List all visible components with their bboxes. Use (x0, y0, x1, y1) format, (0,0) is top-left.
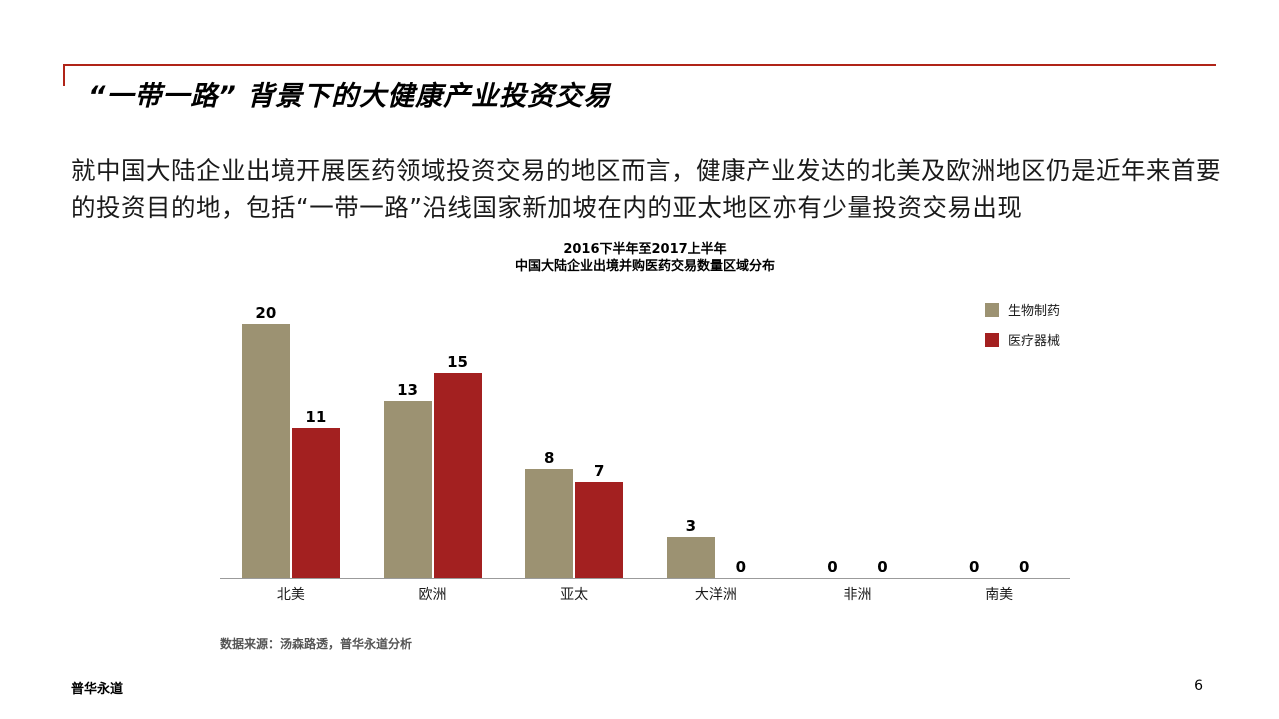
bar-value-label: 3 (685, 517, 697, 536)
bar-value-label: 15 (447, 353, 468, 372)
bar-wrap: 3 (666, 305, 715, 578)
bar-value-label: 11 (305, 407, 327, 426)
chart-legend: 生物制药 医疗器械 (985, 300, 1060, 349)
bar-wrap: 0 (717, 305, 765, 578)
bar-pair: 20 11 (241, 304, 340, 578)
bar-value-label: 0 (968, 558, 980, 576)
legend-label-devices: 医疗器械 (1008, 334, 1061, 349)
footer-brand: 普华永道 (71, 682, 124, 697)
bar-wrap: 0 (1000, 305, 1048, 578)
bar-value-label: 0 (735, 558, 747, 576)
bar-value-label: 0 (1018, 558, 1030, 576)
legend-swatch-devices (985, 332, 999, 347)
bar-wrap: 0 (809, 305, 857, 578)
bar-series-1 (241, 324, 290, 578)
bar-series-2 (291, 427, 340, 578)
slide-title: “一带一路” 背景下的大健康产业投资交易 (88, 81, 612, 112)
bar-chart-plot: 20 11 北美 13 15 欧洲 8 7 亚太 3 0 大洋洲 0 0 非洲 0 0 南美 (220, 304, 1070, 603)
category-label: 南美 (985, 587, 1014, 603)
body-paragraph: 就中国大陆企业出境开展医药领域投资交易的地区而言，健康产业发达的北美及欧洲地区仍… (71, 156, 1221, 222)
top-accent-rule (63, 64, 1216, 66)
bar-wrap: 7 (575, 305, 624, 578)
bar-value-label: 13 (397, 380, 418, 399)
bar-series-1 (525, 468, 574, 578)
bar-wrap: 15 (433, 305, 482, 578)
bar-pair: 13 15 (383, 305, 482, 578)
bar-value-label: 7 (593, 462, 605, 481)
legend-label-biopharma: 生物制药 (1008, 304, 1061, 319)
bar-value-label: 8 (543, 448, 555, 467)
bar-group: 0 0 南美 (928, 305, 1070, 603)
category-label: 北美 (276, 587, 305, 603)
bar-wrap: 11 (291, 305, 340, 578)
chart-title-line1: 2016下半年至2017上半年 (563, 242, 727, 257)
category-label: 欧洲 (418, 587, 447, 603)
chart-title-line2: 中国大陆企业出境并购医药交易数量区域分布 (514, 259, 775, 274)
bar-value-label: 0 (877, 558, 888, 576)
bar-group: 13 15 欧洲 (362, 305, 504, 603)
category-label: 非洲 (843, 587, 872, 603)
source-note: 数据来源：汤森路透，普华永道分析 (220, 637, 413, 651)
legend-item-biopharma: 生物制药 (985, 300, 1060, 319)
bar-series-2 (433, 373, 482, 578)
category-label: 大洋洲 (694, 587, 737, 603)
bar-group: 20 11 北美 (220, 304, 362, 603)
bar-group: 8 7 亚太 (503, 305, 645, 603)
bar-wrap: 0 (859, 305, 907, 578)
legend-item-devices: 医疗器械 (985, 330, 1060, 349)
bar-wrap: 13 (383, 305, 432, 578)
bar-wrap: 8 (525, 305, 574, 578)
bar-value-label: 0 (827, 558, 838, 576)
bar-group: 0 0 非洲 (787, 305, 929, 603)
bar-group: 3 0 大洋洲 (645, 305, 787, 603)
legend-swatch-biopharma (985, 302, 999, 317)
bar-series-2 (575, 482, 624, 578)
category-label: 亚太 (560, 587, 589, 603)
bar-series-1 (383, 400, 432, 578)
bar-wrap: 20 (241, 304, 290, 578)
bar-wrap: 0 (950, 305, 998, 578)
bar-value-label: 20 (255, 304, 277, 322)
bar-series-1 (666, 537, 715, 578)
top-accent-tick (63, 64, 65, 86)
page-number: 6 (1194, 678, 1203, 694)
chart-title: 2016下半年至2017上半年 中国大陆企业出境并购医药交易数量区域分布 (220, 241, 1070, 275)
